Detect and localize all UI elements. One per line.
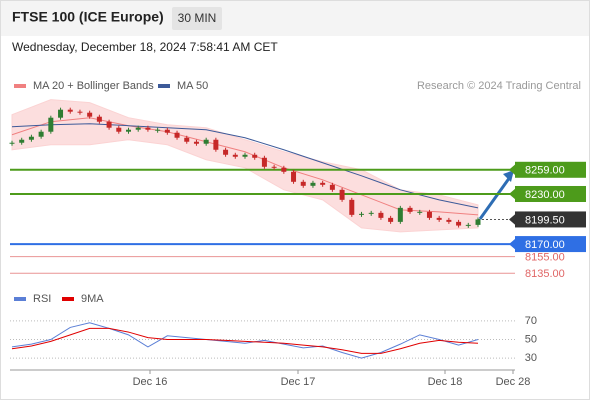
candle xyxy=(329,184,335,190)
candle xyxy=(349,199,355,215)
level-pointer xyxy=(509,238,516,251)
candle xyxy=(397,207,403,222)
candle xyxy=(174,132,180,138)
candle xyxy=(232,154,238,157)
candle xyxy=(368,212,374,214)
legend-swatch xyxy=(62,297,74,301)
candle xyxy=(193,141,199,144)
candle xyxy=(203,139,209,144)
candle xyxy=(388,217,394,222)
rsi-line xyxy=(11,322,479,359)
legend-swatch xyxy=(14,297,26,301)
candle xyxy=(271,166,277,168)
x-tick-label: Dec 18 xyxy=(428,376,463,388)
candle xyxy=(261,157,267,167)
candle xyxy=(320,182,326,185)
ma50-line xyxy=(11,123,479,209)
candle xyxy=(446,219,452,222)
last-price-pointer xyxy=(509,213,516,226)
candle xyxy=(164,129,170,133)
legend-label: 9MA xyxy=(81,293,104,305)
level-label: 8259.00 xyxy=(525,165,565,177)
level-pointer xyxy=(509,187,516,200)
candle xyxy=(339,189,345,200)
y-tick-label: 70 xyxy=(525,315,537,327)
candle xyxy=(310,182,316,186)
x-tick-label: Dec 17 xyxy=(281,376,316,388)
source: Research © 2024 Trading Central xyxy=(417,80,581,92)
y-tick-label: 30 xyxy=(525,352,537,364)
forecast-arrow xyxy=(478,176,512,220)
rsi-line xyxy=(11,327,479,354)
candle xyxy=(106,121,112,128)
bollinger-band xyxy=(11,99,479,233)
level-box xyxy=(515,185,586,202)
legend-label: MA 20 + Bollinger Bands xyxy=(33,80,154,92)
candle xyxy=(252,154,258,158)
last-price-box xyxy=(515,211,586,228)
candle xyxy=(87,112,93,117)
x-tick-label: Dec 28 xyxy=(496,376,531,388)
candle xyxy=(58,109,64,118)
candle xyxy=(145,127,151,130)
candle xyxy=(155,129,161,131)
level-box xyxy=(515,161,586,178)
level-pointer xyxy=(509,163,516,176)
candle xyxy=(184,137,190,142)
candle xyxy=(378,212,384,218)
legend-swatch xyxy=(14,84,26,88)
y-tick-label: 50 xyxy=(525,333,537,345)
candle xyxy=(407,207,413,212)
candle xyxy=(436,217,442,220)
level-label: 8155.00 xyxy=(525,251,565,263)
interval: 30 MIN xyxy=(178,11,217,25)
candle xyxy=(48,117,54,132)
candle xyxy=(38,131,44,137)
legend-label: MA 50 xyxy=(177,80,208,92)
candle xyxy=(456,221,462,226)
candle xyxy=(465,224,471,226)
level-label: 8135.00 xyxy=(525,268,565,280)
interval-badge xyxy=(172,7,222,30)
candle xyxy=(213,139,219,150)
header-bar xyxy=(0,0,590,36)
candle xyxy=(28,136,34,140)
arrow-head xyxy=(503,170,514,182)
candle xyxy=(359,213,364,215)
candle xyxy=(281,167,287,172)
candle xyxy=(135,127,141,130)
level-box xyxy=(515,236,586,253)
legend-swatch xyxy=(158,84,170,88)
candle xyxy=(116,127,122,132)
candle xyxy=(19,139,25,143)
candle xyxy=(223,149,229,155)
level-label: 8230.00 xyxy=(525,189,565,201)
candle xyxy=(417,211,423,213)
candle xyxy=(126,129,131,132)
candle xyxy=(77,111,83,113)
legend-label: RSI xyxy=(33,293,51,305)
level-label: 8170.00 xyxy=(525,239,565,251)
x-tick-label: Dec 16 xyxy=(133,376,168,388)
candle xyxy=(291,171,297,182)
candle xyxy=(475,219,481,225)
candle xyxy=(67,109,73,112)
timestamp: Wednesday, December 18, 2024 7:58:41 AM … xyxy=(12,40,278,54)
candle xyxy=(300,181,306,186)
candle xyxy=(9,142,15,144)
title: FTSE 100 (ICE Europe) xyxy=(12,9,164,25)
candle xyxy=(426,211,432,218)
candle xyxy=(96,116,102,122)
candle xyxy=(242,154,248,157)
last-price-label: 8199.50 xyxy=(525,214,565,226)
